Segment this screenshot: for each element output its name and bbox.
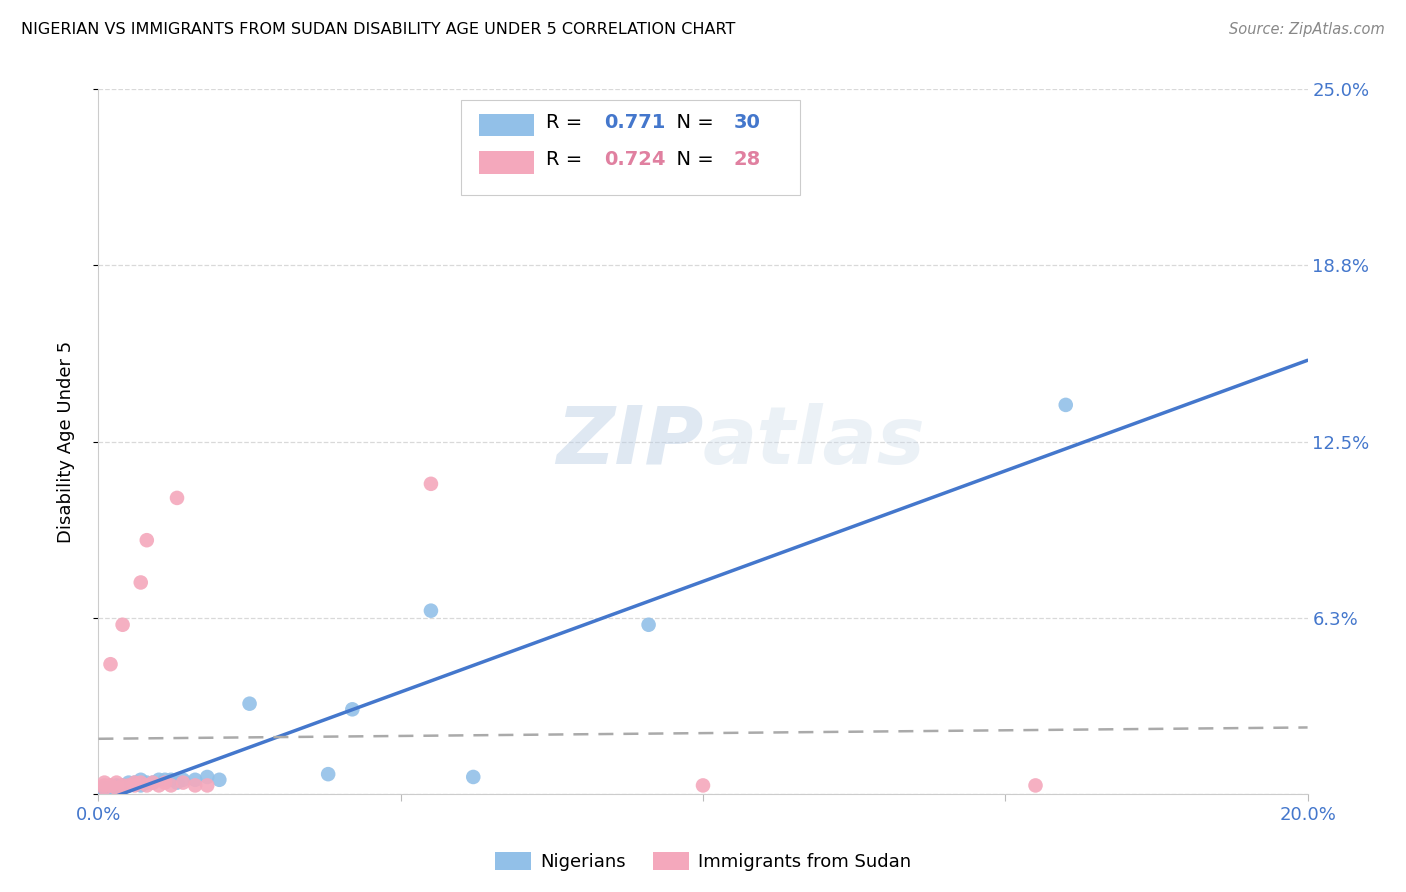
Text: 30: 30 xyxy=(734,112,761,132)
Point xyxy=(100,781,122,796)
Point xyxy=(135,775,157,789)
Point xyxy=(160,779,183,793)
Point xyxy=(420,604,443,618)
FancyBboxPatch shape xyxy=(479,114,534,136)
Point xyxy=(93,775,115,789)
Text: NIGERIAN VS IMMIGRANTS FROM SUDAN DISABILITY AGE UNDER 5 CORRELATION CHART: NIGERIAN VS IMMIGRANTS FROM SUDAN DISABI… xyxy=(21,22,735,37)
Point xyxy=(129,772,152,787)
Point xyxy=(166,775,188,789)
Point xyxy=(208,772,231,787)
Point xyxy=(153,775,176,789)
Legend: Nigerians, Immigrants from Sudan: Nigerians, Immigrants from Sudan xyxy=(488,845,918,879)
Point xyxy=(105,781,128,796)
Point xyxy=(100,779,122,793)
Point xyxy=(166,491,188,505)
Point xyxy=(184,772,207,787)
Point xyxy=(124,779,146,793)
Point xyxy=(172,772,194,787)
Point xyxy=(637,617,659,632)
Point xyxy=(129,775,152,789)
Point xyxy=(239,697,262,711)
Point xyxy=(111,617,134,632)
Point xyxy=(135,779,157,793)
Point xyxy=(316,767,339,781)
Point xyxy=(124,775,146,789)
Text: R =: R = xyxy=(546,112,588,132)
Point xyxy=(195,770,218,784)
Point xyxy=(105,781,128,796)
Point xyxy=(111,781,134,796)
Point xyxy=(172,775,194,789)
FancyBboxPatch shape xyxy=(479,152,534,174)
Text: atlas: atlas xyxy=(703,402,925,481)
Point xyxy=(692,779,714,793)
Point xyxy=(129,779,152,793)
Text: ZIP: ZIP xyxy=(555,402,703,481)
Point xyxy=(100,784,122,798)
Point xyxy=(111,779,134,793)
Y-axis label: Disability Age Under 5: Disability Age Under 5 xyxy=(56,341,75,542)
Point xyxy=(184,779,207,793)
Text: 0.771: 0.771 xyxy=(603,112,665,132)
Point xyxy=(1024,779,1046,793)
Point xyxy=(124,775,146,789)
Point xyxy=(142,775,165,789)
Point xyxy=(100,779,122,793)
Point xyxy=(160,772,183,787)
Point xyxy=(118,779,141,793)
Point xyxy=(118,779,141,793)
Point xyxy=(1054,398,1077,412)
Point xyxy=(342,702,364,716)
Point xyxy=(142,775,165,789)
Point xyxy=(105,779,128,793)
Point xyxy=(129,575,152,590)
Text: 0.724: 0.724 xyxy=(603,150,665,169)
Point xyxy=(118,775,141,789)
Point xyxy=(195,779,218,793)
Point xyxy=(463,770,485,784)
Text: N =: N = xyxy=(664,150,720,169)
Point xyxy=(135,533,157,548)
Point xyxy=(100,657,122,672)
Point xyxy=(105,775,128,789)
Point xyxy=(93,781,115,796)
Point xyxy=(111,779,134,793)
Text: N =: N = xyxy=(664,112,720,132)
FancyBboxPatch shape xyxy=(461,100,800,194)
Point xyxy=(153,772,176,787)
Point xyxy=(420,476,443,491)
Text: Source: ZipAtlas.com: Source: ZipAtlas.com xyxy=(1229,22,1385,37)
Point xyxy=(93,779,115,793)
Text: R =: R = xyxy=(546,150,588,169)
Point xyxy=(93,781,115,796)
Point xyxy=(93,784,115,798)
Text: 28: 28 xyxy=(734,150,761,169)
Point xyxy=(148,779,170,793)
Point xyxy=(148,772,170,787)
